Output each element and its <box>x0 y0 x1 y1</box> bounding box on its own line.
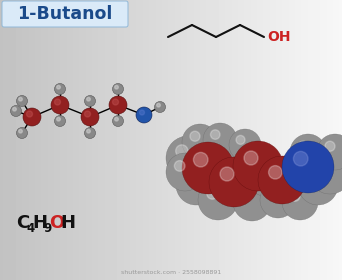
Circle shape <box>51 96 69 114</box>
Circle shape <box>19 97 22 101</box>
Circle shape <box>190 131 200 141</box>
Text: 4: 4 <box>26 222 34 235</box>
Circle shape <box>233 183 271 221</box>
Circle shape <box>318 159 330 171</box>
Circle shape <box>220 167 234 181</box>
Circle shape <box>16 95 27 106</box>
Circle shape <box>209 157 259 207</box>
Circle shape <box>16 127 27 139</box>
Circle shape <box>258 156 306 204</box>
Circle shape <box>54 115 66 127</box>
Circle shape <box>194 152 208 167</box>
Circle shape <box>325 141 335 151</box>
Circle shape <box>87 97 90 101</box>
Circle shape <box>229 129 261 161</box>
Circle shape <box>268 189 278 199</box>
Circle shape <box>109 96 127 114</box>
Circle shape <box>81 108 99 126</box>
Circle shape <box>176 165 216 205</box>
Circle shape <box>140 110 145 115</box>
Circle shape <box>166 136 210 180</box>
Circle shape <box>115 85 118 89</box>
Circle shape <box>19 129 22 133</box>
Circle shape <box>182 124 218 160</box>
Circle shape <box>198 180 238 220</box>
Circle shape <box>260 182 296 218</box>
Circle shape <box>233 141 283 191</box>
Circle shape <box>306 143 342 181</box>
Circle shape <box>308 150 342 194</box>
Circle shape <box>224 161 235 171</box>
Circle shape <box>203 123 237 157</box>
Circle shape <box>282 141 334 193</box>
Circle shape <box>155 102 166 113</box>
Circle shape <box>87 129 90 133</box>
Circle shape <box>113 99 118 105</box>
Text: O: O <box>49 214 64 232</box>
Circle shape <box>174 161 185 171</box>
Circle shape <box>293 151 308 166</box>
Circle shape <box>54 99 61 105</box>
Circle shape <box>241 191 252 201</box>
Circle shape <box>244 151 258 165</box>
Circle shape <box>314 151 325 161</box>
Circle shape <box>216 153 254 191</box>
Circle shape <box>84 127 95 139</box>
Circle shape <box>11 106 22 116</box>
Circle shape <box>166 153 204 191</box>
Circle shape <box>247 160 283 196</box>
Circle shape <box>157 103 160 107</box>
Circle shape <box>54 83 66 95</box>
Circle shape <box>113 83 123 95</box>
Text: 9: 9 <box>43 222 51 235</box>
Circle shape <box>57 85 60 89</box>
Circle shape <box>307 173 318 184</box>
Circle shape <box>282 184 318 220</box>
Circle shape <box>84 95 95 106</box>
Text: H: H <box>32 214 47 232</box>
Circle shape <box>317 134 342 170</box>
Circle shape <box>84 111 91 117</box>
Text: 1-Butanol: 1-Butanol <box>17 5 113 23</box>
Text: OH: OH <box>267 30 290 44</box>
Text: H: H <box>60 214 75 232</box>
Text: shutterstock.com · 2558098891: shutterstock.com · 2558098891 <box>121 270 221 275</box>
Circle shape <box>136 107 152 123</box>
Circle shape <box>268 165 282 179</box>
Circle shape <box>185 173 196 184</box>
Circle shape <box>113 115 123 127</box>
Circle shape <box>13 108 16 111</box>
Circle shape <box>26 111 32 117</box>
Circle shape <box>290 191 300 201</box>
Circle shape <box>115 117 118 121</box>
Circle shape <box>280 162 290 171</box>
Circle shape <box>207 188 218 199</box>
Circle shape <box>182 142 234 194</box>
FancyBboxPatch shape <box>2 1 128 27</box>
Circle shape <box>236 136 245 144</box>
Circle shape <box>290 134 326 170</box>
Circle shape <box>210 130 220 139</box>
Text: C: C <box>16 214 29 232</box>
Circle shape <box>176 145 188 157</box>
Circle shape <box>255 167 265 177</box>
Circle shape <box>57 117 60 121</box>
Circle shape <box>298 165 338 205</box>
Circle shape <box>273 155 307 189</box>
Circle shape <box>298 141 308 151</box>
Circle shape <box>23 108 41 126</box>
